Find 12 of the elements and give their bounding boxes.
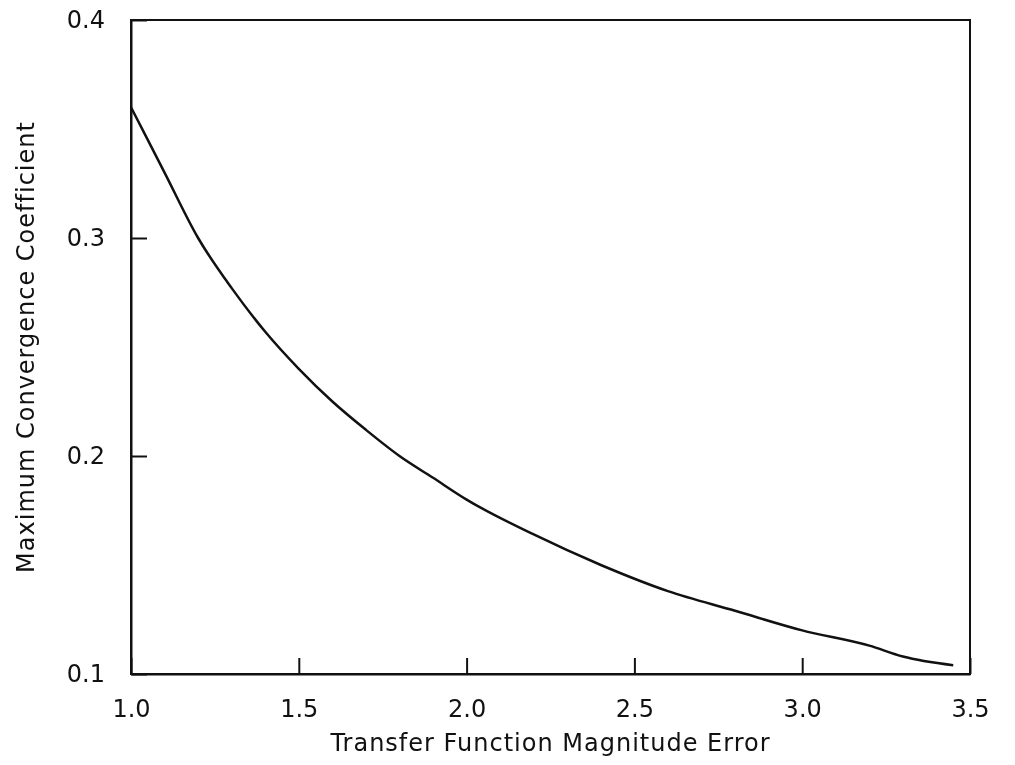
y-tick-label: 0.1 — [66, 660, 105, 689]
x-tick-label: 3.5 — [951, 695, 990, 724]
x-tick-label: 1.5 — [280, 695, 319, 724]
y-axis-title: Maximum Convergence Coefficient — [12, 121, 40, 573]
x-tick-label: 1.0 — [112, 695, 151, 724]
x-tick-label: 2.5 — [615, 695, 654, 724]
y-tick-label: 0.3 — [66, 224, 105, 253]
y-tick-label: 0.2 — [66, 442, 105, 471]
x-tick-label: 3.0 — [783, 695, 822, 724]
y-tick-label: 0.4 — [66, 6, 105, 35]
x-tick-label: 2.0 — [448, 695, 487, 724]
x-axis-title: Transfer Function Magnitude Error — [329, 729, 771, 757]
